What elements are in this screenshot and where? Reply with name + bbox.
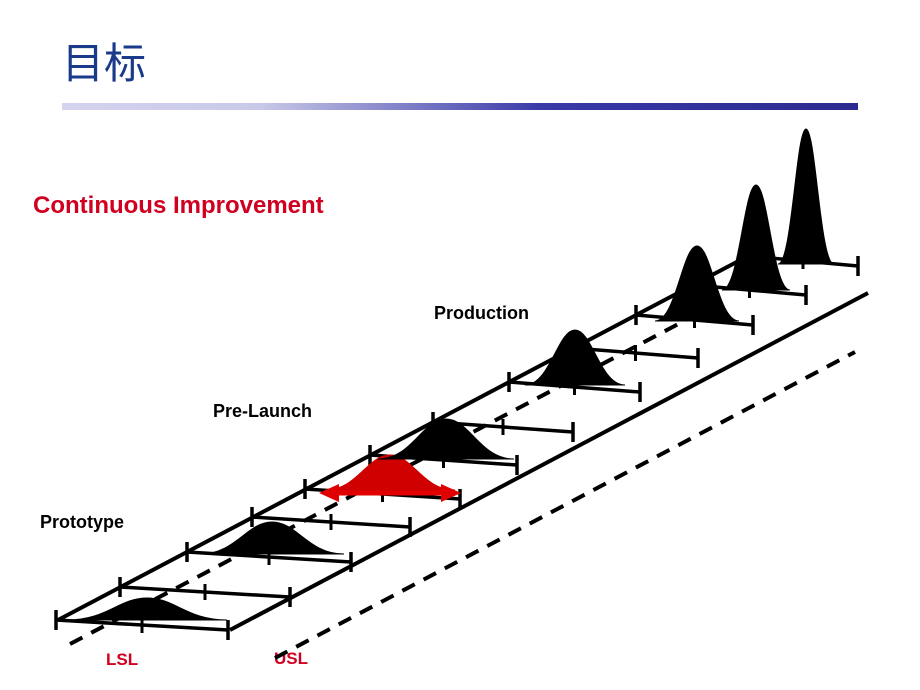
continuous-improvement-diagram [0,0,920,690]
